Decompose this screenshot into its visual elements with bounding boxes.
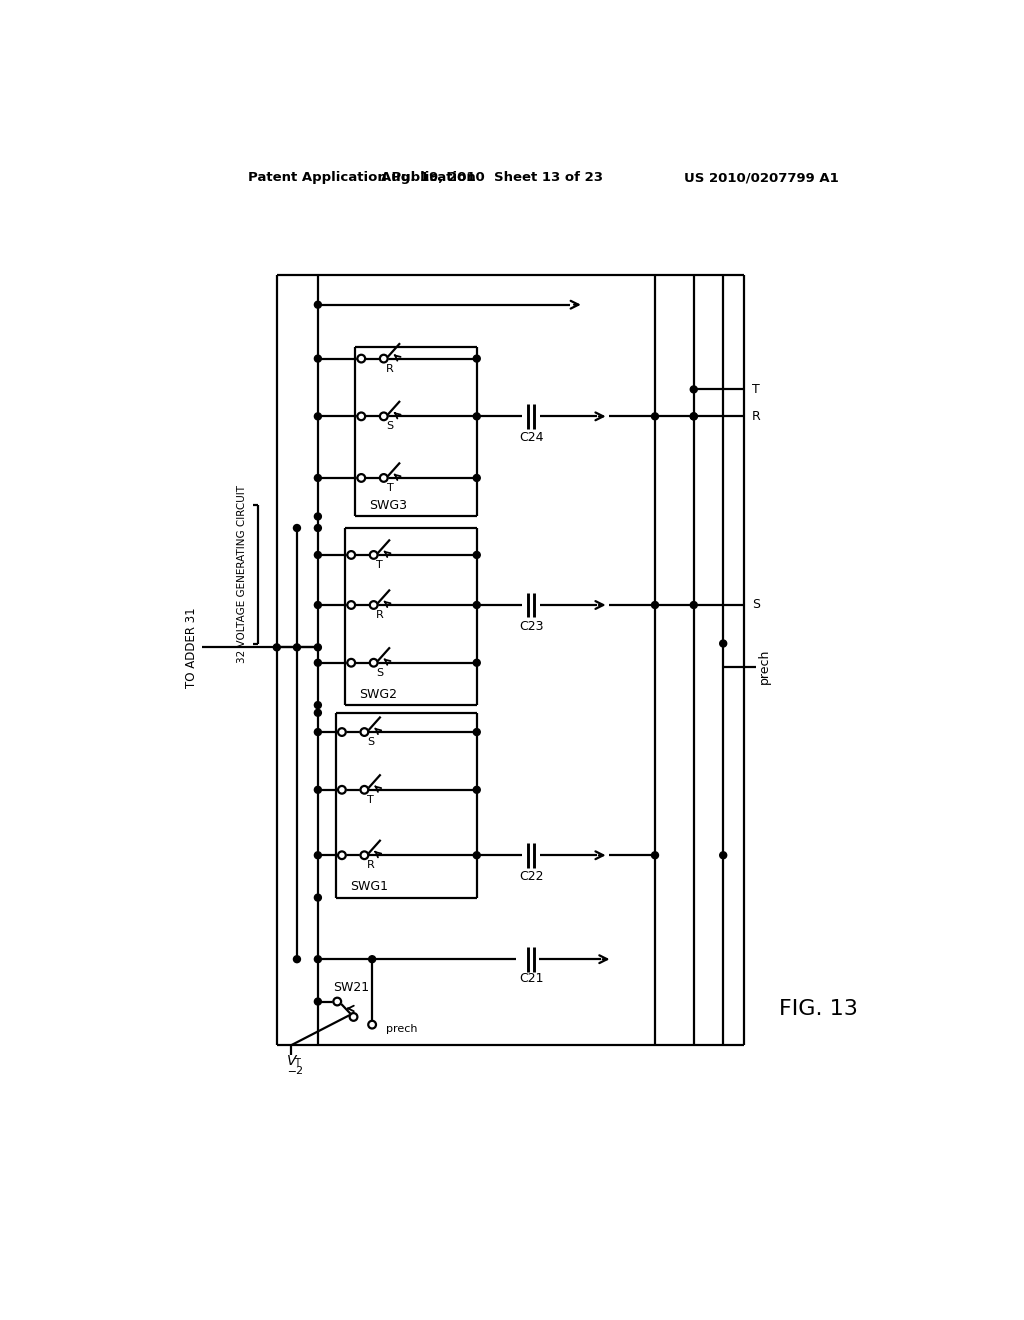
Circle shape: [690, 385, 697, 393]
Circle shape: [294, 644, 300, 651]
Text: US 2010/0207799 A1: US 2010/0207799 A1: [684, 172, 840, 185]
Text: S: S: [376, 668, 383, 677]
Text: SWG2: SWG2: [359, 688, 397, 701]
Circle shape: [473, 474, 480, 482]
Circle shape: [314, 709, 322, 717]
Circle shape: [314, 702, 322, 709]
Text: ─: ─: [288, 1065, 295, 1076]
Circle shape: [314, 851, 322, 859]
Circle shape: [651, 602, 658, 609]
Circle shape: [360, 785, 369, 793]
Circle shape: [473, 851, 480, 859]
Text: C23: C23: [519, 620, 544, 634]
Circle shape: [473, 787, 480, 793]
Circle shape: [338, 729, 346, 737]
Text: SWG3: SWG3: [369, 499, 407, 512]
Circle shape: [369, 1020, 376, 1028]
Text: 2: 2: [295, 1065, 302, 1076]
Circle shape: [473, 602, 480, 609]
Circle shape: [380, 355, 388, 363]
Text: S: S: [367, 737, 374, 747]
Circle shape: [473, 413, 480, 420]
Circle shape: [651, 851, 658, 859]
Text: C22: C22: [519, 870, 544, 883]
Circle shape: [314, 894, 322, 902]
Circle shape: [314, 787, 322, 793]
Circle shape: [651, 413, 658, 420]
Circle shape: [294, 524, 300, 532]
Text: T: T: [377, 560, 383, 570]
Circle shape: [720, 640, 727, 647]
Circle shape: [473, 659, 480, 667]
Circle shape: [334, 998, 341, 1006]
Text: SWG1: SWG1: [349, 880, 388, 894]
Circle shape: [314, 301, 322, 308]
Circle shape: [294, 956, 300, 962]
Circle shape: [360, 851, 369, 859]
Circle shape: [369, 956, 376, 962]
Circle shape: [360, 729, 369, 737]
Text: FIG. 13: FIG. 13: [779, 999, 858, 1019]
Text: R: R: [367, 861, 375, 870]
Circle shape: [690, 602, 697, 609]
Text: R: R: [752, 409, 761, 422]
Circle shape: [370, 552, 378, 558]
Text: T: T: [294, 1059, 300, 1068]
Text: prech: prech: [758, 649, 771, 684]
Text: Aug. 19, 2010  Sheet 13 of 23: Aug. 19, 2010 Sheet 13 of 23: [381, 172, 603, 185]
Text: Patent Application Publication: Patent Application Publication: [248, 172, 476, 185]
Circle shape: [473, 552, 480, 558]
Circle shape: [314, 659, 322, 667]
Circle shape: [314, 602, 322, 609]
Circle shape: [314, 513, 322, 520]
Circle shape: [347, 659, 355, 667]
Text: SW21: SW21: [334, 981, 370, 994]
Text: T: T: [368, 795, 374, 805]
Circle shape: [347, 601, 355, 609]
Text: 32 VOLTAGE GENERATING CIRCUIT: 32 VOLTAGE GENERATING CIRCUIT: [237, 486, 247, 663]
Text: T: T: [752, 383, 760, 396]
Text: R: R: [386, 363, 394, 374]
Circle shape: [314, 729, 322, 735]
Circle shape: [273, 644, 281, 651]
Circle shape: [338, 851, 346, 859]
Circle shape: [690, 413, 697, 420]
Circle shape: [357, 474, 366, 482]
Circle shape: [473, 729, 480, 735]
Circle shape: [347, 552, 355, 558]
Circle shape: [370, 659, 378, 667]
Text: S: S: [386, 421, 393, 432]
Circle shape: [314, 956, 322, 962]
Circle shape: [720, 851, 727, 859]
Text: R: R: [376, 610, 384, 620]
Circle shape: [357, 355, 366, 363]
Text: C24: C24: [519, 432, 544, 445]
Circle shape: [370, 601, 378, 609]
Text: T: T: [387, 483, 393, 492]
Text: TO ADDER 31: TO ADDER 31: [185, 607, 198, 688]
Text: prech: prech: [386, 1023, 418, 1034]
Text: S: S: [752, 598, 760, 611]
Circle shape: [690, 413, 697, 420]
Circle shape: [473, 355, 480, 362]
Circle shape: [357, 413, 366, 420]
Circle shape: [314, 413, 322, 420]
Circle shape: [380, 413, 388, 420]
Circle shape: [349, 1014, 357, 1020]
Text: V: V: [287, 1053, 296, 1068]
Circle shape: [314, 355, 322, 362]
Circle shape: [338, 785, 346, 793]
Circle shape: [314, 552, 322, 558]
Circle shape: [314, 474, 322, 482]
Circle shape: [380, 474, 388, 482]
Circle shape: [314, 998, 322, 1005]
Circle shape: [314, 524, 322, 532]
Circle shape: [314, 644, 322, 651]
Text: C21: C21: [519, 972, 544, 985]
